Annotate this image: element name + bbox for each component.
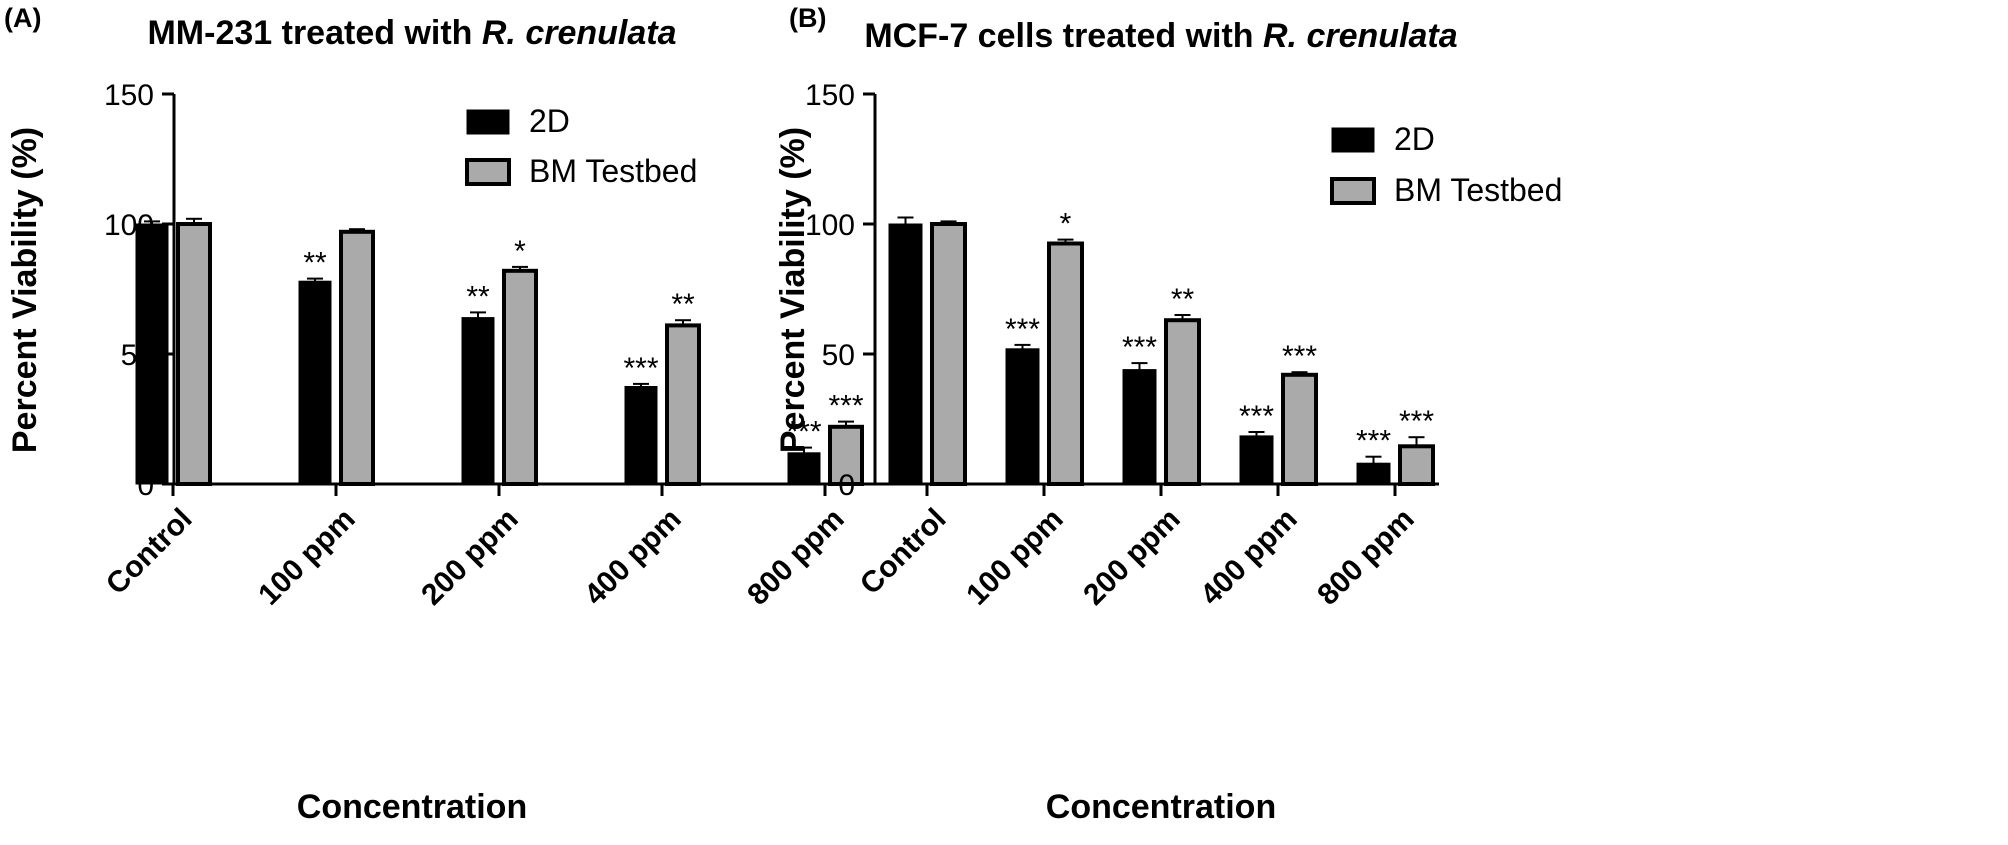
panel-a-significance-label: ** (466, 280, 490, 313)
panel-b-x-axis-label: Concentration (1046, 788, 1276, 826)
panel-b-significance-label: * (1060, 208, 1072, 241)
panel-b-x-tick-label: 400 ppm (1194, 502, 1303, 611)
panel-a-legend-label: 2D (529, 103, 570, 139)
panel-a-y-axis-label: Percent Viability (%) (6, 127, 44, 453)
panel-a-title: MM-231 treated with R. crenulata (147, 14, 676, 52)
panel-a-chart: (A) MM-231 treated with R. crenulata 0 50 10… (4, 3, 868, 826)
panel-b-legend-swatch (1330, 177, 1376, 205)
panel-b-2d-bar (1122, 369, 1157, 485)
panel-b-chart: (B) MCF-7 cells treated with R. crenulata… (774, 3, 1562, 826)
panel-b-significance-label: *** (1122, 331, 1157, 364)
panel-a-title-species: R. crenulata (482, 14, 677, 52)
panel-b-bm-bar (1281, 372, 1318, 486)
panel-a-2d-bar (461, 317, 495, 485)
panel-a-significance-label: *** (623, 352, 658, 385)
panel-b-title-main: MCF-7 cells treated with (864, 17, 1263, 55)
panel-a-2d-bar (787, 452, 821, 485)
panel-a-bm-bar (502, 268, 538, 486)
panel-b-y-tick-label: 0 (838, 469, 855, 502)
panel-a-legend-swatch (465, 158, 511, 186)
panel-a-significance-label: ** (671, 288, 695, 321)
panel-a-significance-label: *** (828, 390, 863, 423)
panel-b-legend-swatch (1331, 127, 1375, 153)
panel-b-significance-label: *** (1005, 313, 1040, 346)
panel-b-title: MCF-7 cells treated with R. crenulata (864, 17, 1457, 55)
panel-a-bm-bar (828, 424, 864, 486)
panel-b-significance-label: *** (1356, 425, 1391, 458)
panel-a-2d-bar (135, 223, 169, 485)
panel-b-x-tick-label: 100 ppm (960, 502, 1069, 611)
panel-b-bm-bar (930, 222, 967, 486)
panel-a-bm-bar (176, 222, 212, 486)
panel-b-bm-bar (1047, 241, 1084, 486)
panel-a-2d-bar (298, 280, 332, 485)
panel-a-significance-label: * (514, 235, 526, 268)
panel-b-x-tick-label: Control (854, 502, 953, 601)
panel-a-x-tick-label: Control (100, 502, 199, 601)
panel-b-bm-bar (1398, 444, 1435, 486)
panel-a-legend-label: BM Testbed (529, 153, 697, 189)
panel-b-significance-label: *** (1399, 405, 1434, 438)
panel-a-x-axis-label: Concentration (297, 788, 527, 826)
panel-b-significance-label: *** (1282, 340, 1317, 373)
panel-b-2d-bar (888, 223, 923, 485)
panel-a-letter: (A) (4, 3, 41, 33)
panel-a-2d-bar (624, 386, 658, 485)
panel-b-significance-label: ** (1171, 283, 1195, 316)
panel-b-x-tick-label: 800 ppm (1311, 502, 1420, 611)
panel-a-significance-label: *** (786, 416, 821, 449)
panel-a-y-tick-label: 150 (104, 79, 154, 112)
panel-b-y-tick-label: 150 (805, 79, 855, 112)
panel-a-x-tick-label: 400 ppm (578, 502, 687, 611)
panel-b-y-axis-label: Percent Viability (%) (774, 127, 812, 453)
panel-a-x-tick-label: 800 ppm (741, 502, 850, 611)
panel-a-bm-bar (339, 229, 375, 486)
panel-b-x-tick-label: 200 ppm (1077, 502, 1186, 611)
panel-b-bm-bar (1164, 318, 1201, 487)
panel-b-2d-bar (1239, 435, 1274, 485)
panel-b-y-tick-label: 50 (822, 339, 855, 372)
panel-b-y-tick-label: 100 (805, 209, 855, 242)
panel-a-legend-swatch (466, 109, 510, 135)
panel-b-significance-label: *** (1239, 400, 1274, 433)
panel-a-title-main: MM-231 treated with (147, 14, 481, 52)
panel-b-legend-label: BM Testbed (1394, 172, 1562, 208)
panel-b-2d-bar (1005, 348, 1040, 485)
panel-a-bm-bar (665, 323, 701, 486)
panel-b-letter: (B) (789, 3, 826, 33)
panel-a-x-tick-label: 100 ppm (252, 502, 361, 611)
panel-b-legend-label: 2D (1394, 121, 1435, 157)
panel-b-2d-bar (1356, 462, 1391, 485)
panel-a-x-tick-label: 200 ppm (415, 502, 524, 611)
panel-b-title-species: R. crenulata (1263, 17, 1458, 55)
panel-a-significance-label: ** (303, 247, 327, 280)
